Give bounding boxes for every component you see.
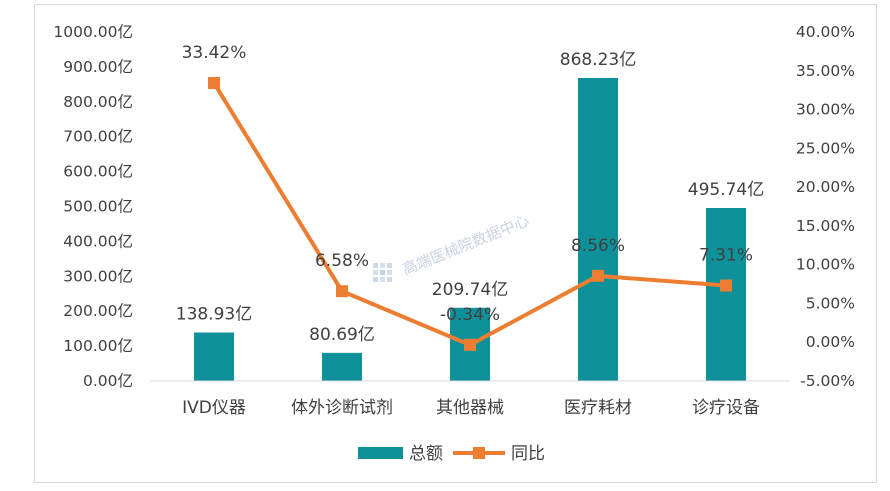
- y-right-tick-label: 40.00%: [796, 23, 855, 41]
- watermark: 高端医械院数据中心: [373, 211, 532, 282]
- bar-4: [578, 77, 618, 381]
- line-data-label: -0.34%: [440, 305, 500, 325]
- y-left-tick-label: 100.00亿: [63, 337, 133, 355]
- y-left-tick-label: 800.00亿: [63, 93, 133, 111]
- category-label: 医疗耗材: [564, 398, 632, 418]
- bar-data-label: 209.74亿: [432, 280, 508, 300]
- chart-frame: 高端医械院数据中心 0.00亿 100.00亿 200.00亿 300.00亿 400.…: [34, 4, 877, 483]
- y-left-tick-label: 300.00亿: [63, 267, 133, 285]
- bar-data-label: 138.93亿: [176, 305, 252, 325]
- legend-label-yoy: 同比: [511, 444, 545, 464]
- yoy-marker-2: [336, 285, 348, 298]
- bar-5: [706, 207, 746, 381]
- yoy-marker-3: [464, 338, 476, 351]
- y-right-tick-label: -5.00%: [800, 372, 855, 390]
- bar-data-label: 80.69亿: [309, 325, 375, 345]
- bar-data-label: 868.23亿: [560, 50, 636, 70]
- bar-data-label: 495.74亿: [688, 180, 764, 200]
- y-right-tick-label: 15.00%: [796, 217, 855, 235]
- y-right-tick-label: 30.00%: [796, 101, 855, 119]
- legend-swatch-bar: [358, 447, 403, 459]
- y-left-tick-label: 1000.00亿: [53, 23, 133, 41]
- y-right-tick-label: 0.00%: [806, 333, 855, 351]
- y-right-tick-label: 5.00%: [806, 294, 855, 312]
- legend-swatch-marker: [473, 447, 485, 459]
- yoy-marker-4: [592, 269, 604, 282]
- bar-1: [194, 332, 234, 381]
- y-left-tick-label: 400.00亿: [63, 232, 133, 250]
- legend-label-total: 总额: [409, 444, 443, 464]
- line-data-label: 7.31%: [699, 246, 753, 266]
- bar-2: [322, 352, 362, 381]
- y-left-tick-label: 600.00亿: [63, 163, 133, 181]
- category-label: 体外诊断试剂: [291, 398, 393, 418]
- category-label: 诊疗设备: [692, 398, 760, 418]
- y-right-tick-label: 10.00%: [796, 256, 855, 274]
- watermark-logo-icon: [373, 263, 392, 282]
- watermark-text: 高端医械院数据中心: [400, 211, 532, 278]
- combo-chart: 高端医械院数据中心 0.00亿 100.00亿 200.00亿 300.00亿 400.…: [53, 23, 855, 464]
- line-data-label: 6.58%: [315, 251, 369, 271]
- y-left-tick-label: 200.00亿: [63, 302, 133, 320]
- yoy-marker-5: [720, 279, 732, 292]
- y-right-tick-label: 35.00%: [796, 62, 855, 80]
- y-right-tick-label: 20.00%: [796, 178, 855, 196]
- category-label: 其他器械: [436, 398, 504, 418]
- y-left-tick-label: 700.00亿: [63, 128, 133, 146]
- line-data-label: 33.42%: [182, 43, 247, 63]
- category-label: IVD仪器: [182, 398, 246, 418]
- y-left-tick-label: 500.00亿: [63, 198, 133, 216]
- y-left-tick-label: 900.00亿: [63, 58, 133, 76]
- yoy-marker-1: [208, 77, 220, 90]
- line-data-label: 8.56%: [571, 236, 625, 256]
- y-right-tick-label: 25.00%: [796, 139, 855, 157]
- y-left-tick-label: 0.00亿: [83, 372, 133, 390]
